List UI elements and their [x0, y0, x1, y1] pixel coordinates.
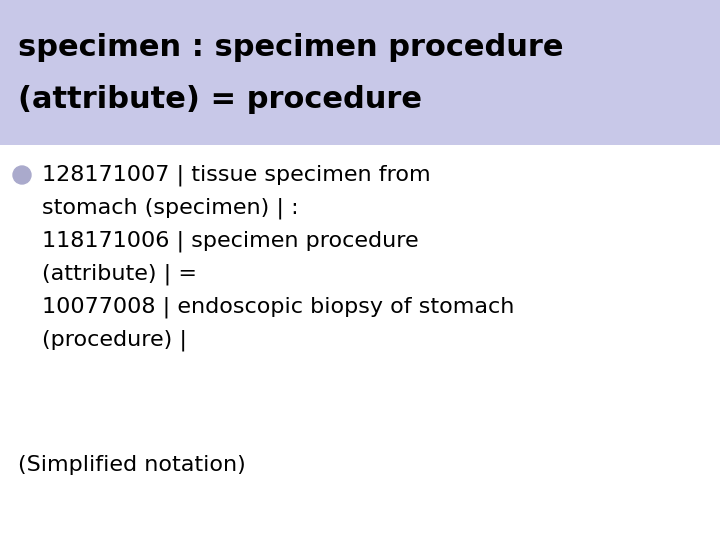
Text: 10077008 | endoscopic biopsy of stomach: 10077008 | endoscopic biopsy of stomach	[42, 296, 514, 318]
FancyBboxPatch shape	[0, 0, 720, 145]
Circle shape	[525, 40, 595, 110]
Circle shape	[623, 40, 693, 110]
Circle shape	[568, 36, 652, 120]
Text: (attribute) | =: (attribute) | =	[42, 263, 197, 285]
Text: stomach (specimen) | :: stomach (specimen) | :	[42, 197, 299, 219]
Circle shape	[644, 0, 720, 76]
Circle shape	[13, 166, 31, 184]
Text: (Simplified notation): (Simplified notation)	[18, 455, 246, 475]
Text: 118171006 | specimen procedure: 118171006 | specimen procedure	[42, 230, 418, 252]
Circle shape	[602, 0, 678, 76]
Circle shape	[502, 0, 578, 76]
Text: (attribute) = procedure: (attribute) = procedure	[18, 85, 422, 114]
Text: specimen : specimen procedure: specimen : specimen procedure	[18, 33, 564, 63]
Circle shape	[546, 0, 634, 86]
Text: 128171007 | tissue specimen from: 128171007 | tissue specimen from	[42, 164, 431, 186]
Text: (procedure) |: (procedure) |	[42, 329, 187, 351]
